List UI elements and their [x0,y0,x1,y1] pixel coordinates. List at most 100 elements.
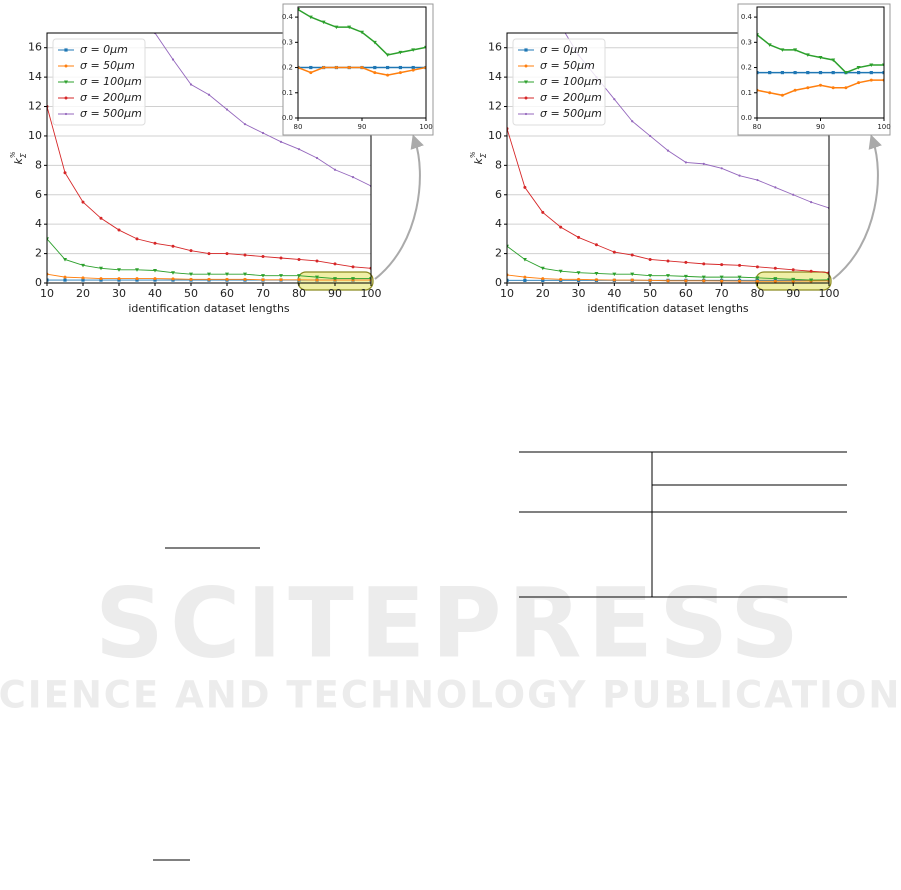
marker [594,243,598,247]
zoom-arrow [832,134,882,280]
marker [649,134,652,138]
legend-label: σ = 50μm [540,59,595,72]
marker [386,65,390,70]
plot [298,8,426,77]
marker [756,178,759,182]
marker [63,257,67,262]
marker [398,71,402,75]
marker [207,93,211,96]
marker [261,255,265,259]
marker [315,156,319,160]
marker [333,262,337,266]
marker [831,70,835,75]
marker [81,200,85,204]
marker [189,277,193,281]
marker [64,96,68,100]
marker [831,86,835,90]
marker [755,279,759,283]
y-tick-label: 0.0 [282,114,293,122]
marker [631,120,634,123]
marker [118,2,120,4]
marker [309,71,313,75]
marker [666,274,670,278]
marker [523,278,527,282]
marker [333,277,337,281]
marker [308,15,313,20]
y-tick-label: 2 [495,247,502,260]
marker [793,48,798,52]
y-label-sup: % [469,151,477,158]
marker [818,70,823,75]
marker [411,65,415,70]
marker [523,185,527,189]
marker [755,265,759,269]
y-tick-label: 0 [495,276,502,289]
marker [297,278,301,282]
marker [594,278,598,282]
marker [843,71,848,75]
marker [702,262,706,266]
marker [612,272,617,277]
y-label-base: k [12,158,25,165]
marker [738,174,741,177]
marker [279,140,283,143]
marker [793,70,797,75]
marker [666,279,670,283]
marker [333,168,337,171]
legend: σ = 0μm σ = 50μm σ = 100μm σ = 200μm σ = 500… [512,38,606,126]
marker [207,272,211,277]
marker [560,25,562,27]
marker [385,53,390,57]
y-tick-label: 12 [28,100,42,113]
marker [630,272,635,277]
x-tick-label: 100 [419,123,432,131]
marker [261,131,265,135]
marker [576,271,581,275]
marker [347,25,352,30]
marker [720,263,724,267]
marker [869,70,873,75]
legend-label: σ = 500μm [80,107,142,120]
y-axis-label: kΣ% [9,151,28,164]
y-label-sup: % [9,151,17,158]
marker [117,277,121,281]
marker [334,66,338,70]
marker [773,279,777,283]
marker [648,278,652,282]
marker [805,53,810,57]
marker [541,210,545,214]
y-axis-label: kΣ% [469,151,488,164]
marker [540,266,545,271]
marker [153,269,157,273]
marker [524,96,528,100]
marker [207,252,211,256]
marker [594,271,599,276]
marker [720,167,723,170]
marker [189,272,193,277]
marker [225,252,229,256]
marker [135,277,139,281]
y-label-base: k [472,158,485,165]
plot-frame [506,32,830,284]
plot [507,25,829,283]
marker [524,64,528,68]
marker [818,55,823,60]
y-tick-label: 4 [495,217,502,230]
marker [882,70,884,75]
marker [780,48,785,52]
marker [683,274,688,279]
marker [773,266,777,270]
marker [189,83,193,86]
y-tick-label: 8 [495,158,502,171]
legend-box [512,38,606,126]
marker [857,70,861,75]
marker [559,225,563,229]
marker [559,277,563,281]
marker [806,70,810,75]
inset-frame [282,3,434,136]
plot [757,33,884,97]
x-tick-label: 60 [220,287,234,300]
y-label-sub: Σ [479,152,488,158]
marker [577,235,581,239]
marker [351,176,355,179]
